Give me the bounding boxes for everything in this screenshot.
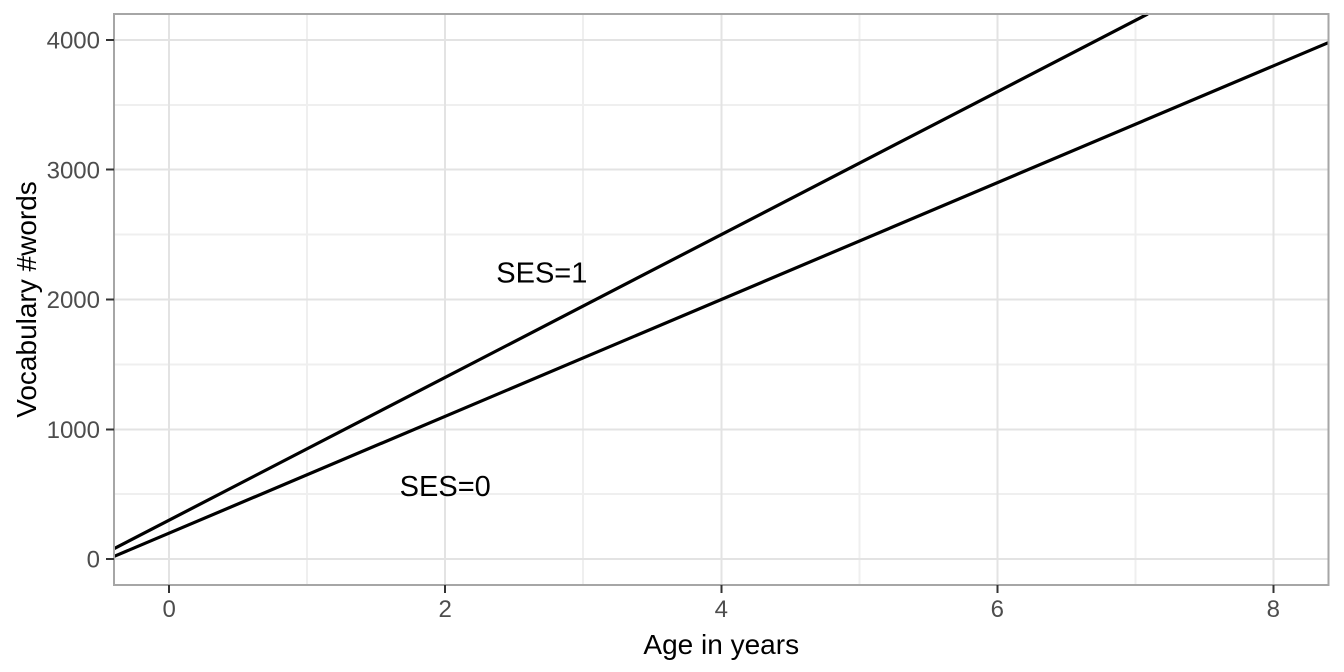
y-tick-label: 3000 (47, 157, 100, 184)
annotation-ses-0: SES=0 (400, 471, 491, 503)
x-tick-label: 0 (163, 596, 176, 623)
x-tick-label: 2 (439, 596, 452, 623)
x-tick-label: 8 (1267, 596, 1280, 623)
annotation-ses-1: SES=1 (496, 258, 587, 290)
y-axis-title: Vocabulary #words (11, 181, 42, 418)
series-line-ses-0 (113, 41, 1330, 558)
x-axis-title: Age in years (643, 629, 799, 660)
x-tick-label: 4 (715, 596, 728, 623)
y-tick-label: 2000 (47, 287, 100, 314)
series-line-ses-1 (113, 12, 1149, 551)
y-tick-label: 0 (87, 547, 100, 574)
y-tick-label: 1000 (47, 417, 100, 444)
y-tick-label: 4000 (47, 28, 100, 55)
x-tick-label: 6 (991, 596, 1004, 623)
